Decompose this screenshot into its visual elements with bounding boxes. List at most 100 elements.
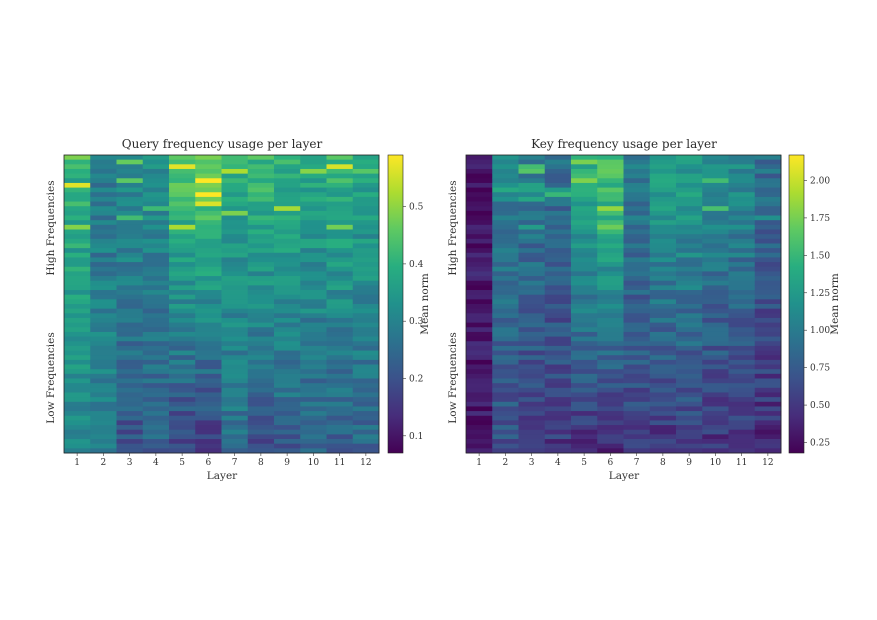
- heatmap-cell: [466, 276, 493, 282]
- heatmap-cell: [728, 196, 756, 202]
- heatmap-cell: [116, 299, 144, 305]
- heatmap-cell: [571, 252, 598, 258]
- heatmap-cell: [466, 378, 493, 384]
- heatmap-cell: [571, 304, 598, 310]
- heatmap-cell: [649, 178, 677, 184]
- heatmap-cell: [142, 159, 170, 165]
- heatmap-cell: [300, 406, 327, 412]
- heatmap-cell: [623, 224, 651, 230]
- heatmap-cell: [64, 266, 91, 272]
- heatmap-cell: [649, 359, 677, 365]
- heatmap-cell: [754, 406, 782, 412]
- heatmap-cell: [544, 336, 572, 342]
- heatmap-cell: [597, 350, 624, 356]
- heatmap-cell: [169, 178, 196, 184]
- heatmap-cell: [221, 425, 249, 431]
- heatmap-cell: [326, 336, 354, 342]
- heatmap-cell: [597, 425, 624, 431]
- heatmap-cell: [702, 280, 729, 286]
- heatmap-cell: [274, 215, 301, 221]
- heatmap-cell: [300, 271, 327, 277]
- heatmap-cell: [597, 313, 624, 319]
- heatmap-cell: [571, 439, 598, 445]
- heatmap-cell: [64, 415, 91, 421]
- heatmap-cell: [623, 294, 651, 300]
- heatmap-cell: [623, 369, 651, 375]
- heatmap-cell: [623, 322, 651, 328]
- heatmap-cell: [195, 210, 222, 216]
- heatmap-cell: [544, 229, 572, 235]
- heatmap-cell: [221, 313, 249, 319]
- heatmap-cell: [597, 182, 624, 188]
- heatmap-cell: [544, 224, 572, 230]
- heatmap-cell: [247, 439, 275, 445]
- heatmap-cell: [728, 168, 756, 175]
- heatmap-cell: [728, 345, 756, 351]
- heatmap-cell: [623, 387, 651, 393]
- heatmap-cell: [597, 327, 624, 333]
- heatmap-cell: [649, 187, 677, 193]
- heatmap-cell: [169, 406, 196, 412]
- heatmap-cell: [90, 285, 117, 291]
- heatmap-cell: [649, 448, 677, 454]
- heatmap-cell: [352, 378, 380, 384]
- heatmap-cell: [623, 262, 651, 268]
- heatmap-cell: [142, 369, 170, 375]
- heatmap-cell: [300, 234, 327, 240]
- heatmap-cell: [649, 220, 677, 226]
- heatmap-cell: [169, 210, 196, 216]
- heatmap-cell: [274, 345, 301, 351]
- heatmap-cell: [247, 401, 275, 407]
- heatmap-cell: [274, 178, 301, 184]
- x-tick-label: 9: [686, 458, 692, 468]
- heatmap-cell: [221, 164, 249, 170]
- heatmap-cell: [571, 248, 598, 254]
- heatmap-cell: [64, 290, 91, 296]
- heatmap-cell: [702, 248, 729, 254]
- heatmap-cell: [492, 415, 519, 421]
- heatmap-cell: [702, 439, 729, 445]
- heatmap-cell: [466, 317, 493, 324]
- heatmap-cell: [676, 201, 703, 207]
- heatmap-cell: [492, 159, 519, 165]
- heatmap-cell: [702, 262, 729, 268]
- heatmap-cell: [116, 164, 144, 170]
- heatmap-cell: [518, 229, 546, 235]
- heatmap-cell: [90, 252, 117, 258]
- heatmap-cell: [142, 387, 170, 393]
- heatmap-cell: [169, 164, 196, 170]
- heatmap-cell: [466, 434, 493, 440]
- heatmap-cell: [492, 369, 519, 375]
- heatmap-cell: [649, 257, 677, 263]
- heatmap-cell: [754, 280, 782, 286]
- heatmap-cell: [754, 257, 782, 263]
- heatmap-cell: [352, 373, 380, 379]
- heatmap-cell: [116, 308, 144, 314]
- heatmap-cell: [649, 192, 677, 198]
- heatmap-cell: [492, 285, 519, 291]
- heatmap-cell: [754, 434, 782, 440]
- heatmap-cell: [518, 234, 546, 240]
- heatmap-cell: [116, 210, 144, 216]
- colorbar-tick-label: 1.75: [810, 214, 830, 224]
- heatmap-cell: [195, 271, 222, 277]
- heatmap-cell: [116, 406, 144, 412]
- heatmap-cell: [492, 331, 519, 337]
- heatmap-cell: [64, 182, 91, 188]
- heatmap-cell: [466, 220, 493, 226]
- heatmap-cell: [702, 234, 729, 240]
- heatmap-cell: [169, 364, 196, 370]
- heatmap-cell: [142, 411, 170, 417]
- heatmap-cell: [544, 425, 572, 431]
- heatmap-cell: [518, 359, 546, 365]
- heatmap-cell: [544, 369, 572, 375]
- heatmap-cell: [597, 159, 624, 165]
- heatmap-cell: [702, 331, 729, 337]
- heatmap-cell: [169, 215, 196, 221]
- heatmap-cell: [221, 392, 249, 398]
- heatmap-cell: [169, 411, 196, 417]
- heatmap-cell: [754, 210, 782, 216]
- heatmap-cell: [169, 383, 196, 389]
- heatmap-cell: [169, 285, 196, 291]
- heatmap-cell: [195, 350, 222, 356]
